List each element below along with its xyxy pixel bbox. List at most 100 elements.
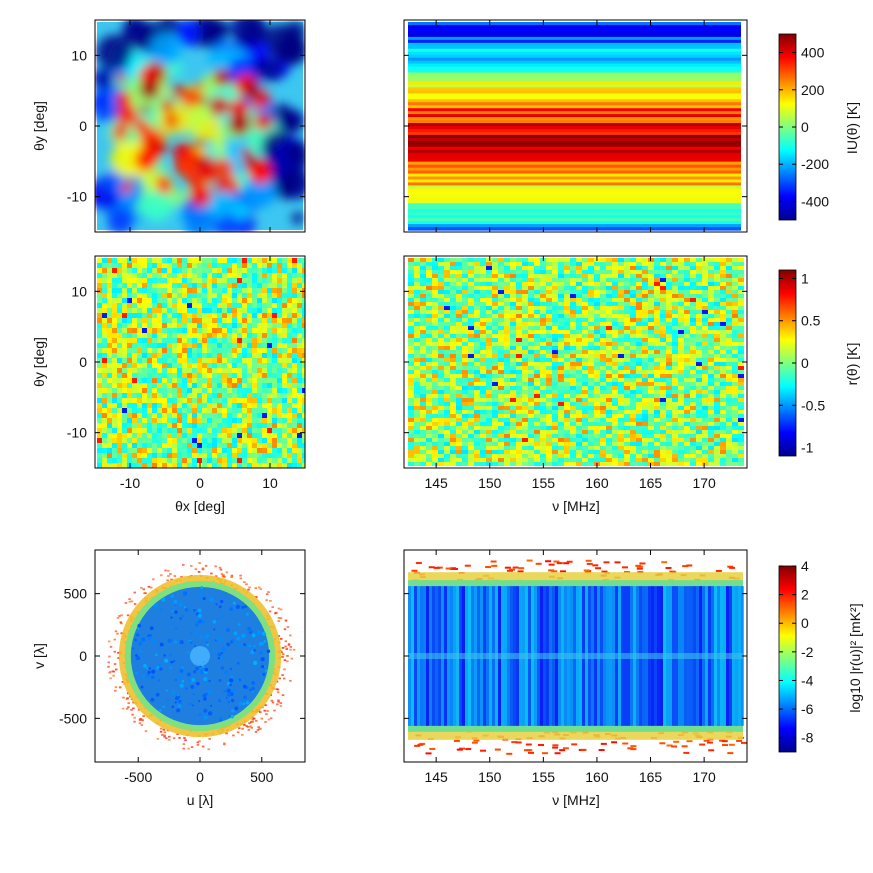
noise-cell xyxy=(498,358,504,362)
noise-cell xyxy=(267,283,272,288)
noise-cell xyxy=(222,333,227,338)
noise-cell xyxy=(618,346,624,350)
noise-cell xyxy=(726,314,732,318)
noise-cell xyxy=(102,303,107,308)
noise-cell xyxy=(510,290,516,294)
noise-cell xyxy=(672,358,678,362)
stripe xyxy=(408,78,741,83)
noise-cell xyxy=(182,373,187,378)
noise-cell xyxy=(654,382,660,386)
noise-cell xyxy=(142,403,147,408)
noise-cell xyxy=(112,313,117,318)
noise-cell xyxy=(222,383,227,388)
noise-cell xyxy=(462,458,468,462)
noise-cell xyxy=(237,328,242,333)
noise-cell xyxy=(438,454,444,458)
noise-cell xyxy=(408,330,414,334)
noise-cell xyxy=(257,303,262,308)
noise-cell xyxy=(227,268,232,273)
noise-cell xyxy=(414,378,420,382)
noise-cell xyxy=(426,386,432,390)
noise-cell xyxy=(474,382,480,386)
noise-cell xyxy=(212,423,217,428)
noise-cell xyxy=(162,348,167,353)
noise-cell xyxy=(462,334,468,338)
noise-cell xyxy=(112,318,117,323)
noise-cell xyxy=(182,443,187,448)
noise-cell xyxy=(570,390,576,394)
noise-cell xyxy=(696,278,702,282)
noise-cell xyxy=(257,353,262,358)
noise-cell xyxy=(582,350,588,354)
noise-cell xyxy=(242,398,247,403)
noise-cell xyxy=(480,274,486,278)
noise-cell xyxy=(588,294,594,298)
noise-cell xyxy=(287,368,292,373)
noise-cell xyxy=(287,388,292,393)
noise-cell xyxy=(606,262,612,266)
noise-cell xyxy=(660,326,666,330)
noise-cell xyxy=(540,422,546,426)
noise-cell xyxy=(618,370,624,374)
noise-cell xyxy=(232,303,237,308)
noise-cell xyxy=(432,442,438,446)
noise-cell xyxy=(127,333,132,338)
noise-cell xyxy=(162,263,167,268)
heat-blob xyxy=(284,140,305,165)
noise-cell xyxy=(97,353,102,358)
noise-cell xyxy=(426,434,432,438)
noise-cell xyxy=(414,334,420,338)
noise-cell xyxy=(714,262,720,266)
noise-cell xyxy=(462,358,468,362)
noise-cell xyxy=(202,278,207,283)
noise-cell xyxy=(552,334,558,338)
noise-cell xyxy=(267,278,272,283)
noise-cell xyxy=(232,258,237,263)
noise-cell xyxy=(157,408,162,413)
noise-cell xyxy=(582,286,588,290)
noise-cell xyxy=(297,463,302,468)
noise-cell xyxy=(480,282,486,286)
noise-cell xyxy=(127,393,132,398)
noise-cell xyxy=(217,418,222,423)
noise-cell xyxy=(708,454,714,458)
noise-cell xyxy=(726,402,732,406)
noise-cell xyxy=(642,442,648,446)
noise-cell xyxy=(192,463,197,468)
noise-cell xyxy=(438,278,444,282)
noise-cell xyxy=(552,378,558,382)
noise-cell xyxy=(708,434,714,438)
noise-cell xyxy=(702,338,708,342)
noise-cell xyxy=(182,353,187,358)
noise-cell xyxy=(606,402,612,406)
noise-cell xyxy=(552,402,558,406)
noise-cell xyxy=(726,446,732,450)
heat-blob-hot xyxy=(112,123,129,140)
noise-cell xyxy=(420,406,426,410)
noise-cell xyxy=(654,446,660,450)
stripe xyxy=(408,69,741,74)
noise-cell xyxy=(564,418,570,422)
noise-cell xyxy=(546,414,552,418)
noise-cell xyxy=(534,434,540,438)
noise-cell xyxy=(292,258,297,263)
noise-cell xyxy=(117,453,122,458)
noise-cell xyxy=(426,454,432,458)
noise-cell xyxy=(456,322,462,326)
noise-cell xyxy=(624,438,630,442)
noise-cell xyxy=(630,414,636,418)
noise-cell xyxy=(696,350,702,354)
noise-cell xyxy=(456,394,462,398)
noise-cell xyxy=(708,298,714,302)
noise-cell xyxy=(732,366,738,370)
noise-cell xyxy=(594,366,600,370)
noise-cell xyxy=(172,438,177,443)
noise-cell xyxy=(588,262,594,266)
noise-cell xyxy=(600,302,606,306)
noise-cell xyxy=(408,294,414,298)
noise-cell xyxy=(207,278,212,283)
noise-cell xyxy=(432,278,438,282)
noise-cell xyxy=(117,338,122,343)
noise-cell xyxy=(414,330,420,334)
noise-cell xyxy=(486,322,492,326)
